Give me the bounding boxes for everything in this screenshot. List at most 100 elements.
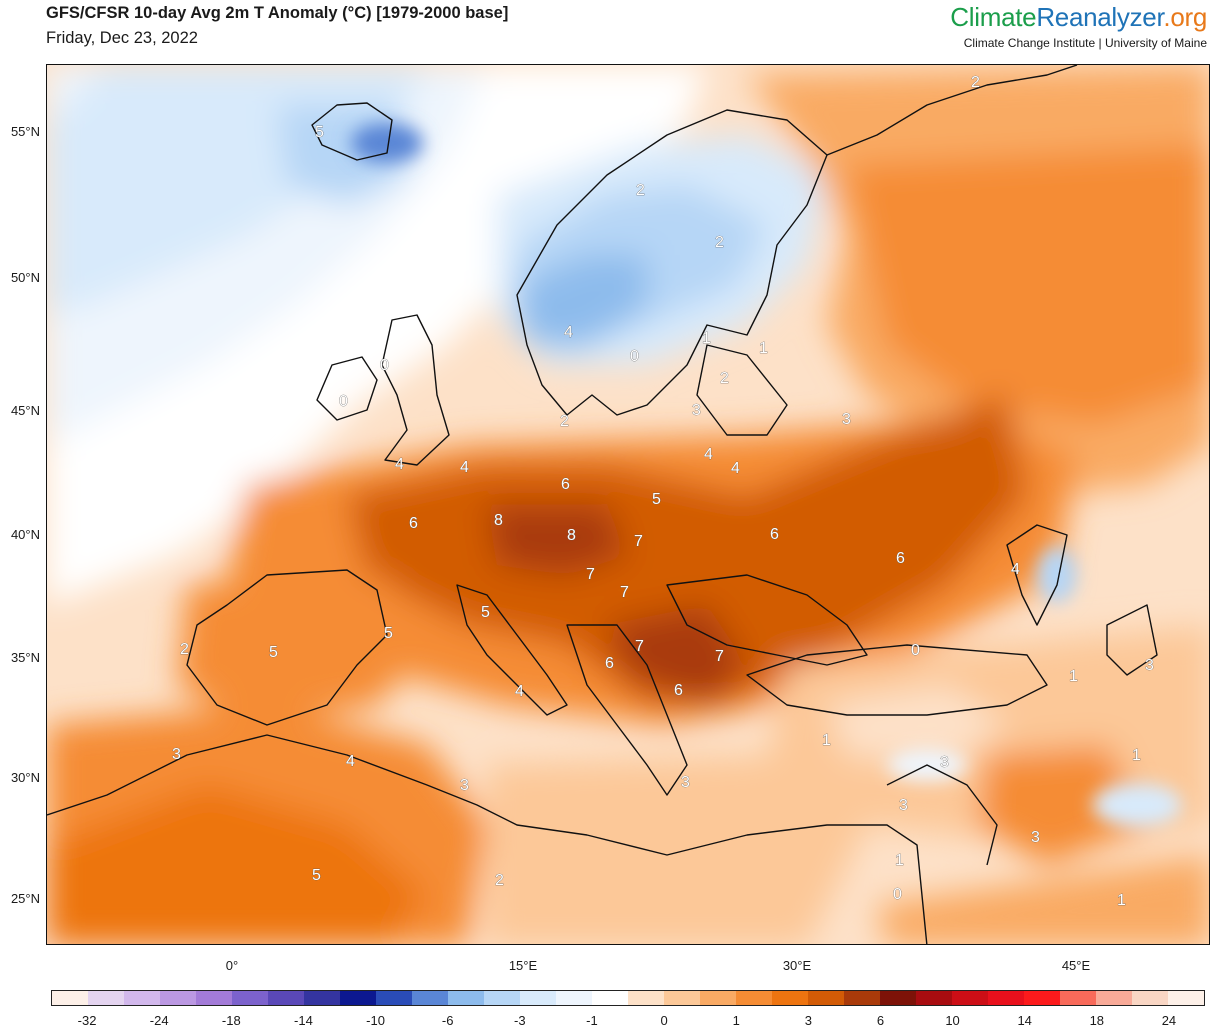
colorbar-swatch xyxy=(484,991,520,1005)
contour-label: 0 xyxy=(380,357,389,374)
contour-label: 6 xyxy=(561,476,570,493)
brand-logo[interactable]: ClimateReanalyzer.org xyxy=(950,2,1207,33)
lat-label-30n: 30°N xyxy=(10,770,40,785)
contour-label: 5 xyxy=(384,625,393,642)
lat-label-35n: 35°N xyxy=(10,650,40,665)
contour-label: 3 xyxy=(692,402,701,419)
contour-label: 5 xyxy=(312,867,321,884)
lon-label-15e: 15°E xyxy=(508,958,538,973)
colorbar-swatch xyxy=(268,991,304,1005)
anomaly-field xyxy=(47,65,1209,944)
colorbar-swatch xyxy=(736,991,772,1005)
colorbar-tick-label: 24 xyxy=(1161,1013,1177,1028)
lon-label-45e: 45°E xyxy=(1061,958,1091,973)
contour-label: 7 xyxy=(715,648,724,665)
colorbar-swatch xyxy=(520,991,556,1005)
colorbar-tick-label: -32 xyxy=(77,1013,97,1028)
contour-label: 3 xyxy=(842,411,851,428)
contour-label: 8 xyxy=(494,512,503,529)
anomaly-map[interactable]: 5 2 2 4 0 1 1 2 3 0 0 2 4 4 4 4 3 6 8 6 … xyxy=(46,64,1210,945)
colorbar-swatch xyxy=(376,991,412,1005)
colorbar-tick-label: 14 xyxy=(1017,1013,1032,1028)
colorbar-swatch xyxy=(1168,991,1204,1005)
contour-label: 3 xyxy=(1145,657,1154,674)
colorbar-swatch xyxy=(304,991,340,1005)
colorbar xyxy=(51,990,1205,1006)
contour-label: 0 xyxy=(630,348,639,365)
institution-credit: Climate Change Institute | University of… xyxy=(963,36,1207,50)
contour-label: 2 xyxy=(971,74,980,91)
colorbar-swatch xyxy=(1024,991,1060,1005)
colorbar-swatch xyxy=(808,991,844,1005)
colorbar-swatch xyxy=(880,991,916,1005)
contour-label: 4 xyxy=(731,460,740,477)
contour-label: 7 xyxy=(586,566,595,583)
colorbar-swatch xyxy=(664,991,700,1005)
colorbar-tick-label: -6 xyxy=(441,1013,454,1028)
contour-label: 2 xyxy=(560,413,569,430)
colorbar-swatch xyxy=(124,991,160,1005)
colorbar-tick-label: -3 xyxy=(514,1013,526,1028)
contour-label: 5 xyxy=(315,124,324,141)
lat-label-55n: 55°N xyxy=(10,124,40,139)
contour-label: 4 xyxy=(346,753,355,770)
contour-label: 3 xyxy=(899,797,908,814)
contour-label: 1 xyxy=(702,330,711,347)
colorbar-tick-label: -1 xyxy=(586,1013,598,1028)
contour-label: 5 xyxy=(269,644,278,661)
colorbar-swatch xyxy=(592,991,628,1005)
lon-label-0: 0° xyxy=(225,958,239,973)
contour-label: 4 xyxy=(704,446,713,463)
contour-label: 2 xyxy=(636,182,645,199)
contour-label: 0 xyxy=(339,393,348,410)
colorbar-tick-label: 18 xyxy=(1089,1013,1105,1028)
contour-label: 1 xyxy=(1132,747,1141,764)
colorbar-swatch xyxy=(988,991,1024,1005)
colorbar-swatch xyxy=(340,991,376,1005)
colorbar-tick-label: 1 xyxy=(732,1013,740,1028)
contour-label: 7 xyxy=(635,638,644,655)
colorbar-swatch xyxy=(1096,991,1132,1005)
contour-label: 5 xyxy=(481,604,490,621)
colorbar-swatch xyxy=(628,991,664,1005)
contour-label: 1 xyxy=(895,852,904,869)
contour-label: 3 xyxy=(172,746,181,763)
contour-labels: 5 2 2 4 0 1 1 2 3 0 0 2 4 4 4 4 3 6 8 6 … xyxy=(172,74,1155,910)
contour-label: 2 xyxy=(180,641,189,658)
map-date: Friday, Dec 23, 2022 xyxy=(46,29,198,47)
lat-label-25n: 25°N xyxy=(10,891,40,906)
contour-label: 3 xyxy=(940,754,949,771)
colorbar-tick-label: -14 xyxy=(294,1013,313,1028)
lat-label-40n: 40°N xyxy=(10,527,40,542)
contour-label: 3 xyxy=(460,777,469,794)
colorbar-swatch xyxy=(196,991,232,1005)
contour-label: 3 xyxy=(681,774,690,791)
colorbar-tick-label: -10 xyxy=(366,1013,385,1028)
coastlines xyxy=(47,65,1158,944)
colorbar-swatch xyxy=(952,991,988,1005)
colorbar-swatch xyxy=(412,991,448,1005)
contour-label: 4 xyxy=(564,324,573,341)
contour-label: 2 xyxy=(495,872,504,889)
brand-logo-part-reanalyzer: Reanalyzer xyxy=(1036,2,1164,32)
lat-label-45n: 45°N xyxy=(10,403,40,418)
colorbar-swatch xyxy=(700,991,736,1005)
contour-label: 8 xyxy=(567,527,576,544)
contour-label: 2 xyxy=(720,370,729,387)
colorbar-swatch xyxy=(556,991,592,1005)
contour-label: 1 xyxy=(759,340,768,357)
contour-label: 4 xyxy=(1011,561,1020,578)
colorbar-tick-label: 10 xyxy=(945,1013,960,1028)
colorbar-tick-label: -24 xyxy=(149,1013,169,1028)
contour-label: 6 xyxy=(770,526,779,543)
colorbar-tick-label: 6 xyxy=(876,1013,885,1028)
contour-label: 3 xyxy=(1031,829,1040,846)
contour-label: 6 xyxy=(605,655,614,672)
contour-label: 4 xyxy=(460,459,469,476)
contour-label: 6 xyxy=(896,550,905,567)
contour-label: 5 xyxy=(652,491,661,508)
contour-label: 4 xyxy=(515,683,524,700)
lat-label-50n: 50°N xyxy=(10,270,40,285)
contour-label: 6 xyxy=(409,515,418,532)
contour-label: 1 xyxy=(1069,668,1078,685)
